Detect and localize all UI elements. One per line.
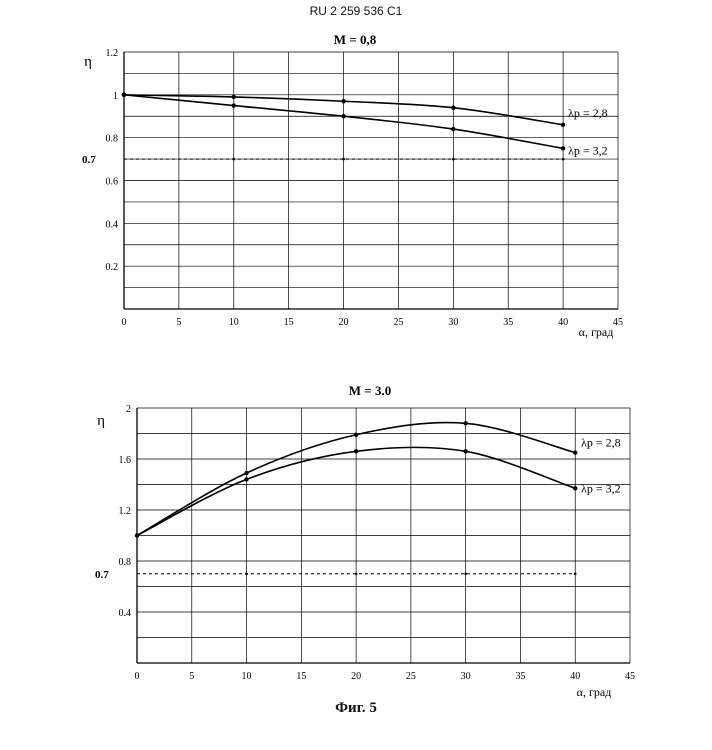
chart-title: M = 0,8 [334, 32, 377, 47]
x-tick-label: 5 [176, 317, 181, 328]
data-point [134, 533, 140, 538]
data-point [573, 486, 578, 491]
y-tick-label: 1.6 [119, 455, 132, 466]
series-label-2: λp = 3,2 [581, 481, 621, 495]
data-point [463, 449, 468, 454]
y-tick-label: 0.8 [119, 557, 132, 568]
data-point [341, 99, 346, 104]
x-tick-label: 40 [558, 317, 568, 328]
y-tick-label: 1.2 [119, 506, 132, 517]
y-tick-label: 2 [126, 404, 131, 415]
y-tick-label: 0.4 [119, 608, 132, 619]
series-label-1: λp = 2,8 [581, 436, 621, 450]
x-tick-label: 30 [461, 671, 471, 682]
data-point [451, 105, 456, 110]
x-tick-label: 0 [122, 317, 127, 328]
x-tick-label: 30 [448, 317, 458, 328]
x-axis-label: α, град [577, 685, 612, 699]
chart-m30: 0 5 10 15 20 25 30 35 40 45 0.4 0.8 1.2 1.6 2 M = 3.0 η α… [95, 383, 635, 699]
x-tick-label: 45 [625, 671, 635, 682]
data-point [560, 146, 566, 151]
x-axis-label: α, град [579, 325, 614, 339]
x-tick-label: 10 [242, 671, 252, 682]
reference-point [245, 572, 248, 576]
data-point [573, 450, 578, 455]
reference-point [573, 572, 577, 576]
x-tick-label: 45 [613, 317, 623, 328]
x-tick-label: 10 [229, 317, 239, 328]
data-point [231, 94, 236, 100]
y-tick-label: 0.8 [106, 134, 119, 145]
data-point [244, 470, 249, 476]
reference-point [232, 157, 236, 161]
x-tick-label: 15 [296, 671, 306, 682]
data-point [353, 449, 359, 454]
data-point [231, 103, 236, 108]
x-tick-label: 5 [189, 671, 194, 682]
x-tick-label: 35 [515, 671, 525, 682]
series-label-2: λp = 3,2 [568, 143, 608, 157]
reference-point [342, 157, 345, 161]
y-axis-label: η [97, 413, 105, 429]
y-tick-label: 0.2 [106, 262, 119, 273]
reference-point [354, 572, 358, 576]
x-tick-label: 25 [406, 671, 416, 682]
figure-caption: Фиг. 5 [335, 700, 377, 716]
y-tick-label: 1 [113, 91, 118, 102]
patent-header: RU 2 259 536 C1 [309, 4, 403, 18]
x-tick-label: 0 [135, 671, 140, 682]
reference-point [561, 157, 565, 161]
y-axis-label: η [84, 54, 92, 70]
data-point [121, 92, 127, 98]
data-point [451, 126, 456, 132]
data-point [463, 421, 468, 426]
x-tick-label: 25 [393, 317, 403, 328]
x-tick-label: 35 [503, 317, 513, 328]
data-point [353, 432, 359, 437]
x-tick-label: 20 [339, 317, 349, 328]
reference-line-label: 0.7 [95, 569, 109, 581]
y-tick-label: 1.2 [106, 48, 119, 59]
data-point [341, 114, 346, 119]
chart-title: M = 3.0 [349, 383, 391, 398]
reference-line-label: 0.7 [82, 154, 96, 166]
chart-m08: 0 5 10 15 20 25 30 35 40 45 0.2 0.4 0.6 0.8 1 1.2 M = 0,… [82, 32, 623, 339]
data-point [560, 122, 566, 128]
y-tick-label: 0.4 [106, 219, 119, 230]
x-tick-label: 20 [351, 671, 361, 682]
y-tick-label: 0.6 [106, 177, 119, 188]
data-point [244, 477, 249, 482]
reference-point [464, 572, 467, 576]
x-tick-label: 15 [284, 317, 294, 328]
series-label-1: λp = 2,8 [568, 106, 608, 120]
reference-point [452, 157, 455, 161]
x-tick-label: 40 [570, 671, 580, 682]
